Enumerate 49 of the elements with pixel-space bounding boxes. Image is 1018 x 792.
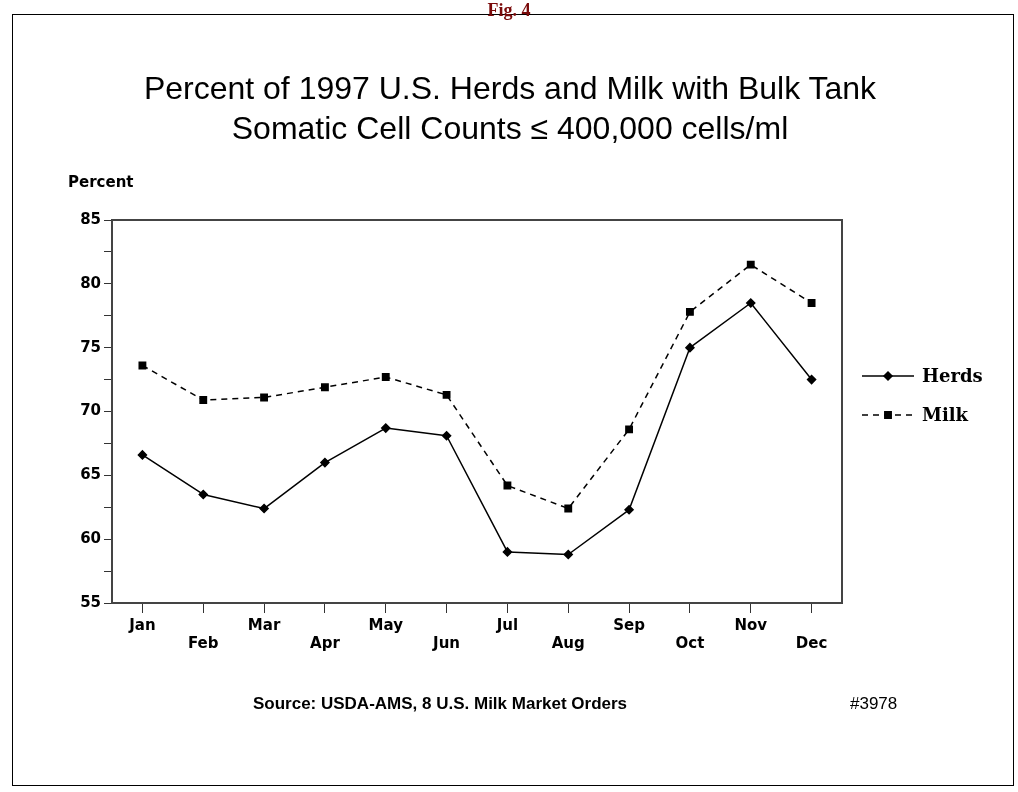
y-tick-label: 60 — [80, 529, 101, 548]
point — [198, 489, 208, 500]
y-tick-label: 65 — [80, 465, 101, 484]
x-tick-label: Oct — [675, 633, 705, 652]
x-tick-label: Nov — [734, 615, 768, 634]
text: #3978 — [850, 694, 898, 714]
point — [137, 450, 148, 460]
y-tick-label: 75 — [80, 337, 101, 356]
point — [199, 396, 208, 404]
x-tick-label: Jan — [128, 615, 156, 634]
point — [503, 481, 512, 490]
source-note: Source: USDA-AMS, 8 U.S. Milk Market Orders — [251, 694, 629, 714]
point — [807, 299, 816, 307]
x-tick-label: Dec — [795, 633, 828, 652]
legend-label: Herds — [922, 365, 983, 386]
y-tick-label: 55 — [80, 592, 101, 611]
point — [746, 298, 756, 308]
point — [381, 373, 390, 381]
y-tick-label: 70 — [80, 401, 101, 420]
point — [320, 457, 330, 468]
x-tick-label: Sep — [613, 615, 646, 634]
x-tick-label: Jul — [495, 615, 519, 634]
point — [502, 547, 513, 557]
point — [441, 431, 452, 441]
point — [625, 425, 634, 434]
point — [564, 504, 573, 513]
x-tick-label: Apr — [310, 633, 341, 652]
point — [806, 374, 817, 385]
point — [563, 549, 573, 560]
x-tick-label: Aug — [551, 633, 585, 652]
point — [138, 361, 147, 370]
point — [624, 505, 634, 515]
legend-label: Milk — [922, 404, 969, 425]
point — [260, 393, 269, 402]
y-tick-label: 85 — [80, 209, 101, 228]
x-tick-label: Mar — [247, 615, 281, 634]
x-tick-label: Feb — [187, 633, 219, 652]
point — [685, 342, 695, 353]
y-tick-label: 80 — [80, 273, 101, 292]
chart-title: Percent of 1997 U.S. Herds and Milk with Bulk Tank Somatic Cell Counts ≤ 400,000 cells/ml — [142, 69, 878, 148]
point — [746, 260, 755, 269]
point — [442, 390, 451, 399]
x-tick-label: Jun — [432, 633, 461, 652]
point — [381, 423, 391, 433]
point — [685, 307, 694, 316]
x-tick-label: May — [368, 615, 404, 634]
point — [259, 503, 269, 514]
y-axis-title: Percent — [68, 173, 134, 191]
point — [320, 383, 329, 392]
